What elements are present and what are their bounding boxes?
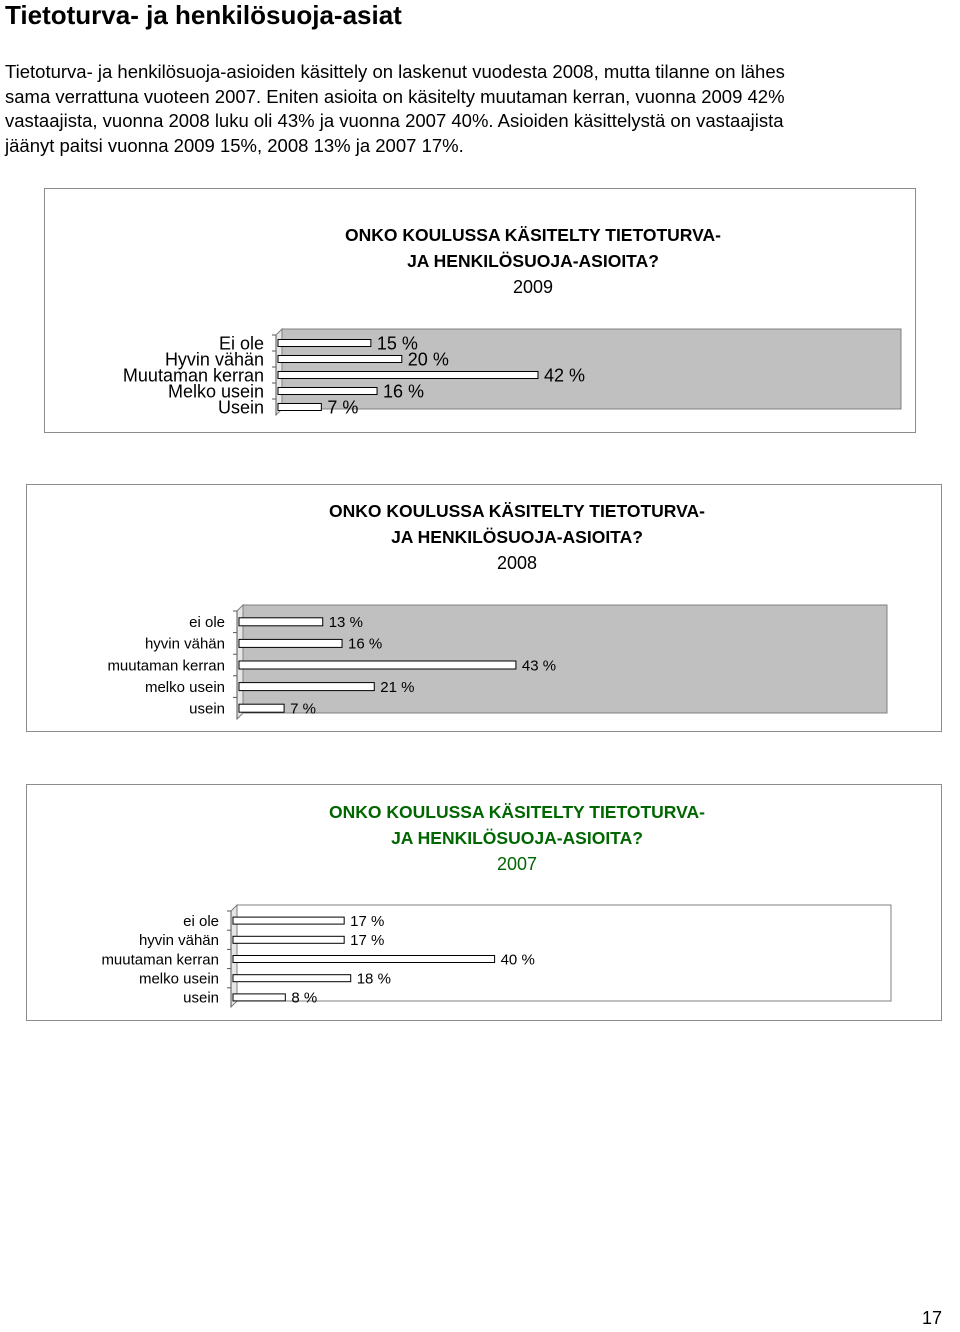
category-label: Ei ole <box>219 333 264 353</box>
value-label: 42 % <box>544 365 585 385</box>
chart-2007: ONKO KOULUSSA KÄSITELTY TIETOTURVA- JA HE… <box>26 784 942 1021</box>
bar <box>232 935 345 944</box>
chart-2008: ONKO KOULUSSA KÄSITELTY TIETOTURVA- JA HE… <box>26 484 942 732</box>
chart-title-line: ONKO KOULUSSA KÄSITELTY TIETOTURVA- <box>345 225 721 245</box>
category-label: melko usein <box>139 970 219 987</box>
value-label: 17 % <box>350 913 384 930</box>
chart-year: 2007 <box>497 854 537 874</box>
bar <box>238 638 343 648</box>
chart-2008-svg: ONKO KOULUSSA KÄSITELTY TIETOTURVA- JA HE… <box>107 501 888 721</box>
category-label: hyvin vähän <box>145 636 225 653</box>
intro-line: jäänyt paitsi vuonna 2009 15%, 2008 13% … <box>5 134 464 156</box>
chart-2009-svg: ONKO KOULUSSA KÄSITELTY TIETOTURVA- JA HE… <box>123 225 902 417</box>
value-label: 13 % <box>329 614 363 631</box>
category-label: Muutaman kerran <box>123 365 264 385</box>
plot-area <box>281 328 902 410</box>
bar <box>232 955 496 963</box>
bar <box>238 682 375 692</box>
value-label: 40 % <box>501 951 535 968</box>
value-label: 18 % <box>357 970 391 987</box>
chart-title-line: JA HENKILÖSUOJA-ASIOITA? <box>407 251 659 271</box>
chart-year: 2008 <box>497 553 537 573</box>
category-label: usein <box>183 990 219 1007</box>
category-label: melko usein <box>145 679 225 696</box>
category-label: usein <box>189 700 225 717</box>
bar <box>277 387 378 395</box>
value-label: 7 % <box>327 397 358 417</box>
value-label: 7 % <box>290 700 316 717</box>
page-number: 17 <box>921 1308 942 1328</box>
category-label: Usein <box>218 397 264 417</box>
chart-2007-svg: ONKO KOULUSSA KÄSITELTY TIETOTURVA- JA HE… <box>101 802 892 1009</box>
category-label: ei ole <box>189 614 225 631</box>
bar <box>232 993 286 1002</box>
intro-paragraph: Tietoturva- ja henkilösuoja-asioiden käs… <box>5 60 945 158</box>
category-label: Melko usein <box>168 381 264 401</box>
page-heading: Tietoturva- ja henkilösuoja-asiat <box>5 0 402 30</box>
value-label: 21 % <box>380 679 414 696</box>
plot-area <box>242 604 888 714</box>
category-label: Hyvin vähän <box>165 349 264 369</box>
plot-area <box>236 904 892 1002</box>
chart-title-line: JA HENKILÖSUOJA-ASIOITA? <box>391 828 643 848</box>
intro-line: Tietoturva- ja henkilösuoja-asioiden käs… <box>5 61 785 82</box>
bar <box>238 703 285 713</box>
chart-title-line: JA HENKILÖSUOJA-ASIOITA? <box>391 527 643 547</box>
bar <box>277 355 403 363</box>
bar <box>277 371 539 379</box>
chart-2009: ONKO KOULUSSA KÄSITELTY TIETOTURVA- JA HE… <box>44 188 916 433</box>
bar <box>232 974 352 983</box>
value-label: 15 % <box>377 333 418 353</box>
value-label: 20 % <box>408 349 449 369</box>
value-label: 8 % <box>291 990 317 1007</box>
value-label: 17 % <box>350 932 384 949</box>
bar <box>277 339 372 347</box>
value-label: 16 % <box>383 381 424 401</box>
bar <box>277 403 322 411</box>
chart-title-line: ONKO KOULUSSA KÄSITELTY TIETOTURVA- <box>329 501 705 521</box>
category-label: ei ole <box>183 913 219 930</box>
category-label: muutaman kerran <box>107 657 225 674</box>
chart-year: 2009 <box>513 277 553 297</box>
category-label: hyvin vähän <box>139 932 219 949</box>
bar <box>238 660 517 670</box>
bar <box>232 916 345 925</box>
value-label: 16 % <box>348 636 382 653</box>
intro-line: vastaajista, vuonna 2008 luku oli 43% ja… <box>5 110 784 131</box>
intro-line: sama verrattuna vuoteen 2007. Eniten asi… <box>5 85 785 107</box>
bar <box>238 617 324 627</box>
chart-title-line: ONKO KOULUSSA KÄSITELTY TIETOTURVA- <box>329 802 705 822</box>
category-label: muutaman kerran <box>101 951 219 968</box>
value-label: 43 % <box>522 657 556 674</box>
